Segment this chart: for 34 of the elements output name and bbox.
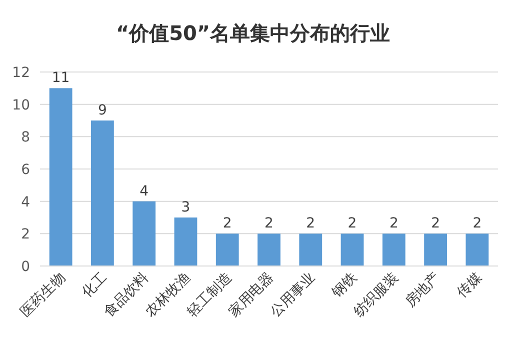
data-label: 2	[348, 216, 357, 232]
bar	[216, 234, 239, 266]
y-tick-label: 4	[21, 194, 30, 210]
data-label: 2	[472, 216, 482, 232]
bar	[174, 218, 198, 266]
data-label: 2	[431, 216, 440, 232]
data-label: 2	[389, 216, 398, 232]
data-label: 2	[306, 216, 316, 232]
bar	[132, 201, 156, 266]
x-tick-label: 钢铁	[328, 270, 360, 302]
bar	[91, 120, 114, 266]
data-label: 3	[181, 200, 190, 216]
x-tick-label: 化工	[79, 270, 110, 301]
data-label: 9	[98, 102, 107, 118]
data-label: 11	[52, 70, 70, 86]
bar	[466, 234, 489, 266]
bar	[49, 88, 72, 266]
y-tick-label: 8	[21, 130, 30, 146]
bar	[258, 234, 280, 266]
y-tick-label: 12	[12, 65, 30, 81]
bar	[340, 234, 364, 266]
y-tick-label: 10	[12, 97, 30, 114]
chart-title: “价值50”名单集中分布的行业	[116, 21, 390, 45]
bar	[382, 234, 406, 266]
y-tick-label: 0	[21, 259, 30, 275]
y-tick-label: 2	[21, 226, 30, 243]
bar	[299, 234, 322, 266]
x-tick-label: 房地产	[402, 270, 444, 311]
x-tick-label: 传媒	[454, 270, 486, 301]
data-label: 4	[140, 183, 149, 200]
data-label: 2	[222, 216, 232, 232]
bar	[424, 234, 447, 266]
data-label: 2	[264, 216, 274, 232]
y-tick-label: 6	[21, 162, 30, 178]
